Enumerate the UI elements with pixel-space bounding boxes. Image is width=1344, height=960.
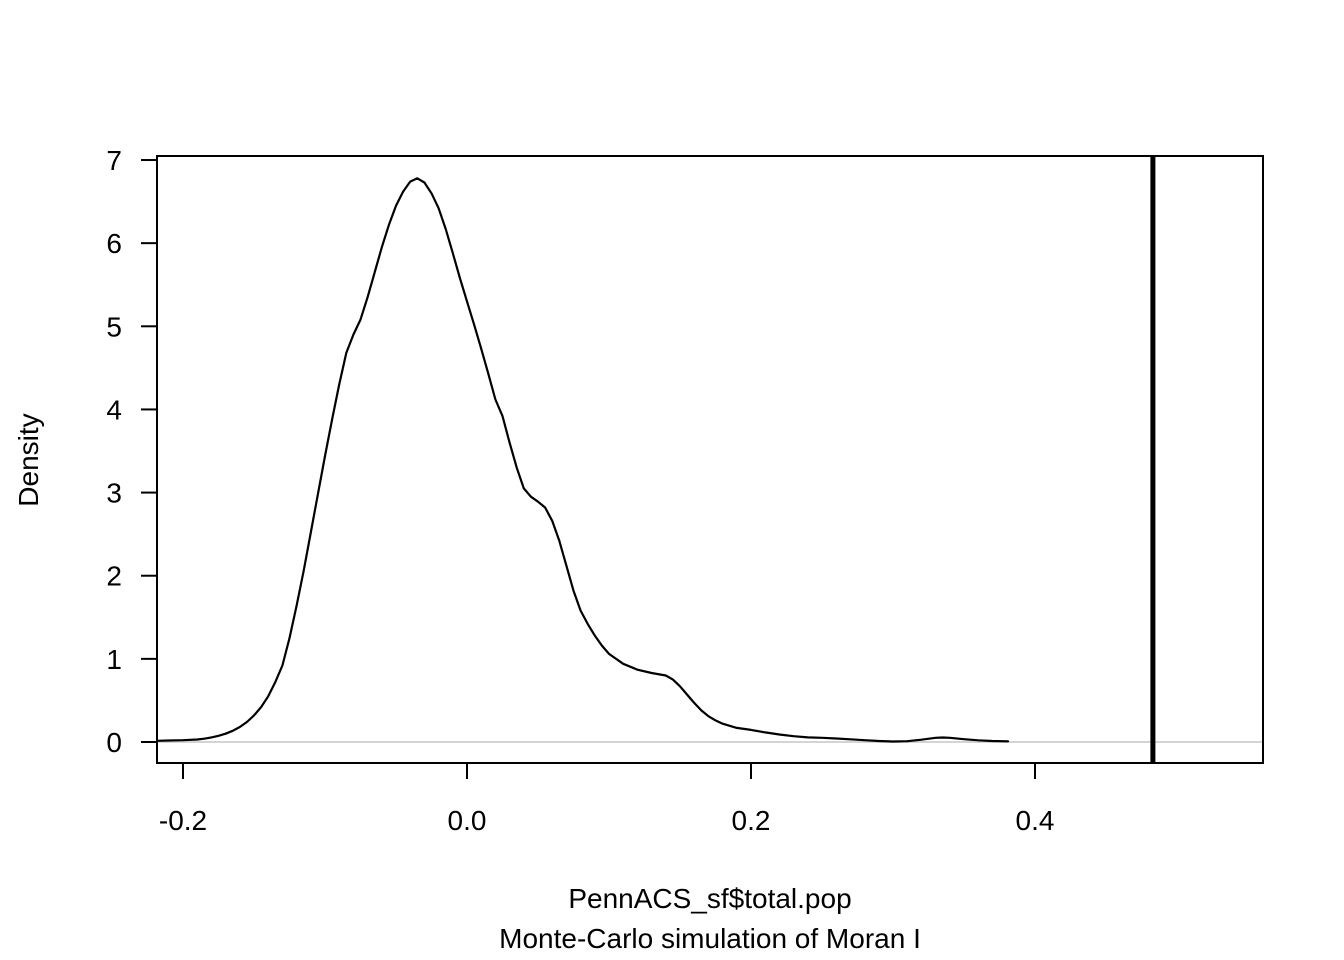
y-tick-label: 0 — [106, 727, 122, 758]
y-axis: 0 1 2 3 4 5 6 7 — [106, 145, 157, 758]
y-tick-label: 2 — [106, 561, 122, 592]
y-tick-label: 5 — [106, 311, 122, 342]
x-tick-label: 0.0 — [448, 805, 487, 836]
y-tick-label: 6 — [106, 228, 122, 259]
x-tick-label: 0.4 — [1016, 805, 1055, 836]
plot-box — [156, 155, 1264, 764]
x-tick-label: 0.2 — [732, 805, 771, 836]
x-axis: -0.2 0.0 0.2 0.4 — [159, 763, 1055, 836]
x-tick-label: -0.2 — [159, 805, 207, 836]
y-tick-label: 4 — [106, 394, 122, 425]
x-axis-title-line1: PennACS_sf$total.pop — [568, 883, 851, 914]
x-axis-title-line2: Monte-Carlo simulation of Moran I — [499, 923, 921, 954]
y-tick-label: 3 — [106, 478, 122, 509]
y-tick-label: 7 — [106, 145, 122, 176]
density-curve — [156, 177, 1010, 743]
y-axis-title: Density — [13, 413, 44, 506]
y-tick-label: 1 — [106, 644, 122, 675]
